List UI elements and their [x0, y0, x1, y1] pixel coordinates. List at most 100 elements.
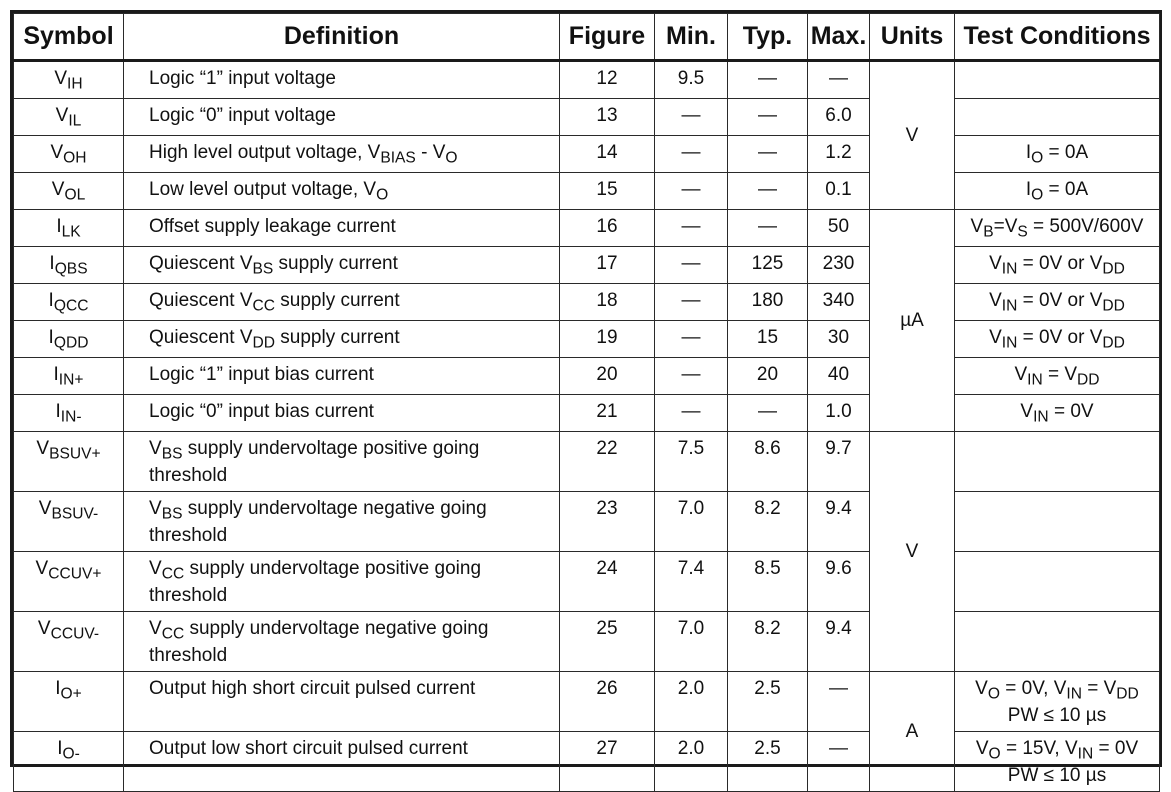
subscript: BS	[161, 505, 183, 523]
typ-cell: —	[727, 60, 808, 99]
min-cell: —	[654, 172, 728, 210]
text-part: Low level output voltage, V	[149, 179, 377, 200]
symbol-main: V	[54, 68, 68, 89]
text-part: supply current	[275, 290, 400, 311]
min-cell: —	[654, 246, 728, 284]
subscript: IN	[1001, 260, 1018, 278]
symbol-main: V	[38, 498, 52, 519]
test-conditions-cell	[954, 98, 1160, 136]
max-cell: 1.0	[807, 394, 870, 432]
typ-cell: —	[727, 172, 808, 210]
text-part: = 0V, V	[999, 678, 1067, 699]
symbol-main: I	[56, 216, 62, 237]
typ-cell: —	[727, 394, 808, 432]
figure-cell: 18	[559, 283, 655, 321]
max-cell: 9.6	[807, 551, 870, 612]
max-cell: 9.4	[807, 611, 870, 672]
text-part: Offset supply leakage current	[149, 216, 396, 237]
text-part: V	[975, 738, 989, 759]
symbol-subscript: O-	[62, 745, 80, 763]
text-part: Quiescent V	[149, 327, 253, 348]
symbol-main: V	[37, 618, 51, 639]
table-row: IO+ Output high short circuit pulsed curr…	[13, 671, 1160, 792]
subscript: IN	[1033, 408, 1049, 426]
figure-cell: 13	[559, 98, 655, 136]
text-part: V	[1020, 401, 1034, 422]
figure-cell: 24	[559, 551, 655, 612]
text-part: supply current	[275, 327, 400, 348]
symbol-cell: IQDD	[13, 320, 124, 358]
definition-cell: VCC supply undervoltage positive going t…	[123, 551, 560, 612]
text-part: Logic “0” input voltage	[149, 105, 336, 126]
figure-cell: 20	[559, 357, 655, 395]
min-cell: —	[654, 394, 728, 432]
units-cell: V	[869, 60, 955, 210]
table-row: IO- Output low short circuit pulsed curre…	[13, 731, 1160, 792]
test-conditions-cell	[954, 611, 1160, 672]
subscript: DD	[1102, 260, 1125, 278]
text-part: Quiescent V	[149, 290, 253, 311]
symbol-cell: IIN+	[13, 357, 124, 395]
symbol-subscript: QDD	[53, 334, 89, 352]
text-part: - V	[415, 142, 446, 163]
units-cell: µA	[869, 209, 955, 432]
figure-cell: 14	[559, 135, 655, 173]
text-part: supply undervoltage positive going thres…	[149, 438, 480, 486]
symbol-main: I	[48, 327, 54, 348]
typ-cell: 20	[727, 357, 808, 395]
definition-cell: Low level output voltage, VO	[123, 172, 560, 210]
table-row: VOH High level output voltage, VBIAS - VO…	[13, 135, 1160, 173]
test-conditions-cell: IO = 0A	[954, 135, 1160, 173]
definition-cell: Logic “1” input voltage	[123, 60, 560, 99]
table-row: IIN+ Logic “1” input bias current 20—20 40 V…	[13, 357, 1160, 395]
text-part: V	[989, 253, 1002, 274]
text-part: supply current	[273, 253, 398, 274]
text-part: Logic “1” input bias current	[149, 364, 374, 385]
text-part: V	[989, 290, 1002, 311]
typ-cell: 8.5	[727, 551, 808, 612]
figure-cell: 19	[559, 320, 655, 358]
figure-cell: 25	[559, 611, 655, 672]
symbol-subscript: OH	[63, 149, 87, 167]
text-part: Logic “1” input voltage	[149, 68, 336, 89]
text-part: = 0V or V	[1017, 253, 1103, 274]
table-row: ILK Offset supply leakage current 16— —50 µA…	[13, 209, 1160, 432]
definition-cell: Output low short circuit pulsed current	[123, 731, 560, 792]
symbol-cell: VOL	[13, 172, 124, 210]
max-cell: 340	[807, 283, 870, 321]
test-conditions-cell	[954, 60, 1160, 99]
symbol-subscript: LK	[61, 223, 81, 241]
typ-cell: 125	[727, 246, 808, 284]
table-row: VBSUV- VBS supply undervoltage negative g…	[13, 491, 1160, 552]
symbol-main: V	[36, 438, 50, 459]
table-row: VIL Logic “0” input voltage 13— —6.0	[13, 98, 1160, 136]
symbol-subscript: BSUV-	[51, 505, 99, 523]
subscript: S	[1017, 223, 1028, 241]
figure-cell: 26	[559, 671, 655, 732]
text-part: V	[975, 678, 988, 699]
table-row: IIN- Logic “0” input bias current 21— —1.0 V…	[13, 394, 1160, 432]
subscript: O	[988, 745, 1001, 763]
text-part: Output low short circuit pulsed current	[149, 738, 468, 759]
symbol-main: I	[57, 738, 63, 759]
text-part: = V	[1081, 678, 1117, 699]
test-conditions-cell: IO = 0A	[954, 172, 1160, 210]
text-part: V	[149, 438, 162, 459]
min-cell: —	[654, 209, 728, 247]
definition-cell: VBS supply undervoltage positive going t…	[123, 431, 560, 492]
symbol-main: I	[55, 678, 61, 699]
definition-cell: Logic “1” input bias current	[123, 357, 560, 395]
text-part: I	[1025, 179, 1032, 200]
min-cell: —	[654, 135, 728, 173]
table-row: VCCUV- VCC supply undervoltage negative g…	[13, 611, 1160, 672]
symbol-main: V	[35, 558, 49, 579]
typ-cell: 8.6	[727, 431, 808, 492]
text-part: supply undervoltage negative going thres…	[149, 618, 489, 666]
text-part: I	[1025, 142, 1032, 163]
test-conditions-cell: VIN = 0V or VDD	[954, 283, 1160, 321]
symbol-cell: IQCC	[13, 283, 124, 321]
symbol-subscript: BSUV+	[49, 445, 101, 463]
text-part: =V	[993, 216, 1018, 237]
electrical-characteristics-table-frame: Symbol Definition Figure Min. Typ. Max. …	[10, 10, 1162, 792]
typ-cell: 2.5	[727, 731, 808, 792]
